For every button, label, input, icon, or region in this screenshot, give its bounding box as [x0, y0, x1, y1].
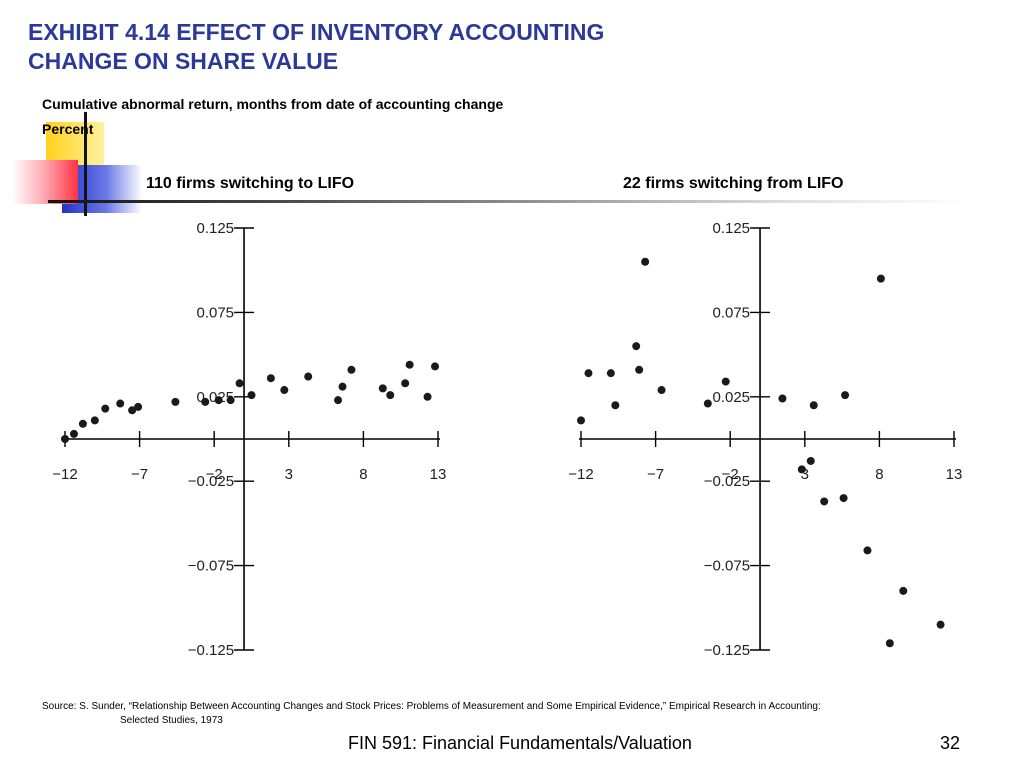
left-data-point	[431, 362, 440, 371]
right-scatter-chart: −12 −7 −2 3 8 13 0.125 0.075 0.025 −0.025 −0.075 −0…	[568, 220, 962, 659]
left-data-point	[280, 386, 289, 395]
right-data-point	[885, 639, 894, 648]
right-x-tick-label: 3	[801, 466, 809, 483]
left-data-point	[78, 419, 87, 428]
right-x-tick-label: 13	[946, 466, 963, 483]
left-data-point	[171, 397, 180, 406]
right-data-point	[820, 497, 829, 506]
left-data-point	[247, 391, 256, 400]
left-data-point	[101, 404, 110, 413]
right-data-point	[577, 416, 585, 425]
right-data-point	[584, 369, 593, 378]
right-y-tick-label: 0.125	[712, 220, 750, 237]
right-y-tick-label: −0.075	[704, 558, 750, 575]
left-data-point	[90, 416, 99, 425]
left-x-tick-label: −7	[131, 466, 148, 483]
left-x-tick-label: −12	[52, 466, 77, 483]
right-x-tick-label: −7	[647, 466, 664, 483]
deco-vertical-rule	[84, 112, 87, 216]
chart-subtitle: Cumulative abnormal return, months from …	[42, 96, 504, 112]
left-y-tick-label: −0.125	[188, 642, 234, 659]
right-data-point	[703, 399, 712, 408]
slide-title-line-1: EXHIBIT 4.14 EFFECT OF INVENTORY ACCOUNT…	[28, 19, 605, 45]
left-data-point	[69, 429, 78, 438]
footer-course-title: FIN 591: Financial Fundamentals/Valuatio…	[348, 733, 692, 753]
left-points	[61, 360, 440, 443]
right-axes: −12 −7 −2 3 8 13 0.125 0.075 0.025 −0.025 −0.075 −0…	[568, 220, 962, 659]
right-x-tick-label: −2	[722, 466, 739, 483]
left-y-tick-label: 0.075	[196, 304, 234, 321]
left-data-point	[386, 391, 395, 400]
left-data-point	[378, 384, 387, 393]
left-x-tick-label: 8	[359, 466, 367, 483]
right-y-tick-label: −0.025	[704, 473, 750, 490]
left-x-tick-label: 3	[285, 466, 293, 483]
right-data-point	[809, 401, 818, 410]
left-y-tick-label: −0.075	[188, 558, 234, 575]
right-data-point	[635, 365, 644, 374]
right-data-point	[778, 394, 787, 403]
left-data-point	[334, 396, 343, 405]
left-chart-title: 110 firms switching to LIFO	[146, 175, 355, 192]
source-line-1: Source: S. Sunder, “Relationship Between…	[42, 701, 821, 712]
left-data-point	[347, 365, 356, 374]
right-data-point	[797, 465, 806, 474]
right-data-point	[936, 620, 945, 629]
left-data-point	[214, 396, 223, 405]
right-data-point	[876, 274, 885, 283]
left-data-point	[128, 406, 137, 415]
left-x-tick-label: −2	[206, 466, 223, 483]
deco-red-square	[12, 160, 78, 204]
right-data-point	[632, 342, 641, 351]
left-data-point	[401, 379, 410, 388]
right-x-tick-label: 8	[875, 466, 883, 483]
right-data-point	[721, 377, 730, 386]
left-scatter-chart: −12 −7 −2 3 8 130.1250.0750.025−0.025−0.075−0…	[52, 220, 446, 659]
left-axes: −12 −7 −2 3 8 130.1250.0750.025−0.025−0.075−0…	[52, 220, 446, 659]
left-data-point	[423, 392, 432, 401]
left-data-point	[61, 435, 69, 443]
left-y-tick-label: 0.125	[196, 220, 234, 237]
right-y-tick-label: 0.025	[712, 389, 750, 406]
right-data-point	[839, 494, 848, 503]
right-x-tick-label: −12	[568, 466, 593, 483]
source-citation: Source: S. Sunder, “Relationship Between…	[42, 700, 982, 728]
right-y-tick-label: −0.125	[704, 642, 750, 659]
right-data-point	[606, 369, 615, 378]
deco-horizontal-rule	[48, 200, 968, 203]
left-data-point	[201, 397, 210, 406]
right-y-tick-label: 0.075	[712, 304, 750, 321]
right-data-point	[841, 391, 850, 400]
right-points	[577, 257, 945, 648]
page-number: 32	[940, 733, 961, 753]
unit-label: Percent	[42, 121, 94, 137]
right-chart-title: 22 firms switching from LIFO	[623, 175, 844, 192]
left-x-tick-label: 13	[430, 466, 447, 483]
right-data-point	[899, 586, 908, 595]
left-data-point	[226, 396, 235, 405]
right-data-point	[863, 546, 872, 555]
left-data-point	[134, 402, 143, 411]
left-data-point	[405, 360, 414, 369]
left-y-tick-label: −0.025	[188, 473, 234, 490]
left-data-point	[304, 372, 313, 381]
left-data-point	[266, 374, 275, 383]
slide-title: EXHIBIT 4.14 EFFECT OF INVENTORY ACCOUNT…	[28, 18, 788, 76]
left-data-point	[116, 399, 125, 408]
right-data-point	[806, 456, 815, 465]
right-data-point	[641, 257, 650, 266]
source-line-2: Selected Studies, 1973	[120, 715, 223, 726]
slide-title-line-2: CHANGE ON SHARE VALUE	[28, 48, 339, 74]
right-data-point	[611, 401, 620, 410]
right-data-point	[657, 386, 666, 395]
left-data-point	[235, 379, 244, 388]
left-data-point	[338, 382, 347, 391]
